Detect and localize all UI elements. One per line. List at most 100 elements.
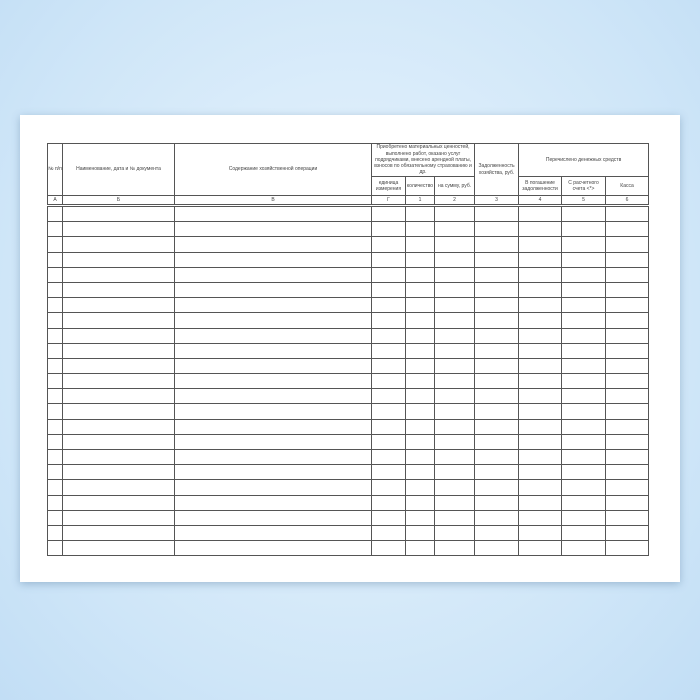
table-cell[interactable] (405, 312, 435, 329)
table-cell[interactable] (518, 266, 563, 283)
table-cell[interactable] (474, 251, 520, 268)
table-cell[interactable] (405, 266, 435, 283)
table-cell[interactable] (174, 509, 372, 526)
table-cell[interactable] (371, 281, 406, 299)
table-cell[interactable] (518, 236, 563, 253)
table-cell[interactable] (62, 204, 175, 223)
table-cell[interactable] (174, 204, 372, 223)
table-cell[interactable] (371, 251, 406, 268)
table-cell[interactable] (433, 509, 476, 526)
table-cell[interactable] (47, 524, 63, 542)
table-cell[interactable] (474, 524, 520, 542)
table-cell[interactable] (561, 373, 607, 390)
table-cell[interactable] (174, 281, 372, 299)
table-cell[interactable] (47, 448, 63, 466)
table-cell[interactable] (474, 312, 520, 329)
table-cell[interactable] (62, 266, 175, 283)
table-cell[interactable] (561, 509, 607, 526)
table-cell[interactable] (371, 494, 406, 511)
table-cell[interactable] (174, 464, 372, 481)
table-cell[interactable] (433, 433, 476, 451)
table-cell[interactable] (474, 204, 520, 223)
table-cell[interactable] (518, 403, 563, 420)
table-cell[interactable] (605, 494, 650, 511)
table-cell[interactable] (561, 327, 607, 344)
table-cell[interactable] (433, 524, 476, 542)
table-cell[interactable] (62, 464, 175, 481)
table-cell[interactable] (561, 342, 607, 359)
table-cell[interactable] (405, 509, 435, 526)
table-cell[interactable] (174, 403, 372, 420)
table-cell[interactable] (518, 281, 563, 299)
table-cell[interactable] (561, 524, 607, 542)
table-cell[interactable] (605, 418, 650, 435)
table-cell[interactable] (62, 251, 175, 268)
table-cell[interactable] (371, 357, 406, 375)
table-cell[interactable] (405, 297, 435, 314)
table-cell[interactable] (47, 221, 63, 238)
table-cell[interactable] (433, 357, 476, 375)
table-cell[interactable] (474, 448, 520, 466)
table-cell[interactable] (62, 373, 175, 390)
table-cell[interactable] (405, 236, 435, 253)
table-cell[interactable] (433, 297, 476, 314)
table-cell[interactable] (371, 524, 406, 542)
table-cell[interactable] (433, 312, 476, 329)
table-cell[interactable] (605, 342, 650, 359)
table-cell[interactable] (474, 357, 520, 375)
table-cell[interactable] (433, 204, 476, 223)
table-cell[interactable] (518, 221, 563, 238)
table-cell[interactable] (371, 403, 406, 420)
table-cell[interactable] (474, 540, 520, 557)
table-cell[interactable] (174, 297, 372, 314)
table-cell[interactable] (433, 418, 476, 435)
table-cell[interactable] (371, 448, 406, 466)
table-cell[interactable] (433, 251, 476, 268)
table-cell[interactable] (62, 524, 175, 542)
table-cell[interactable] (474, 373, 520, 390)
table-cell[interactable] (518, 342, 563, 359)
table-cell[interactable] (62, 433, 175, 451)
table-cell[interactable] (405, 357, 435, 375)
table-cell[interactable] (433, 327, 476, 344)
table-cell[interactable] (174, 342, 372, 359)
table-cell[interactable] (371, 464, 406, 481)
table-cell[interactable] (174, 524, 372, 542)
table-cell[interactable] (433, 448, 476, 466)
table-cell[interactable] (405, 479, 435, 496)
table-cell[interactable] (474, 403, 520, 420)
table-cell[interactable] (433, 266, 476, 283)
table-cell[interactable] (371, 204, 406, 223)
table-cell[interactable] (405, 524, 435, 542)
table-cell[interactable] (371, 221, 406, 238)
table-cell[interactable] (62, 403, 175, 420)
table-cell[interactable] (47, 204, 63, 223)
table-cell[interactable] (474, 266, 520, 283)
table-cell[interactable] (561, 494, 607, 511)
table-cell[interactable] (518, 327, 563, 344)
table-cell[interactable] (433, 494, 476, 511)
table-cell[interactable] (518, 204, 563, 223)
table-cell[interactable] (433, 388, 476, 405)
table-cell[interactable] (433, 281, 476, 299)
table-cell[interactable] (174, 540, 372, 557)
table-cell[interactable] (433, 479, 476, 496)
table-cell[interactable] (62, 221, 175, 238)
table-cell[interactable] (62, 479, 175, 496)
table-cell[interactable] (605, 281, 650, 299)
table-cell[interactable] (518, 509, 563, 526)
table-cell[interactable] (518, 433, 563, 451)
table-cell[interactable] (62, 312, 175, 329)
table-cell[interactable] (433, 373, 476, 390)
table-cell[interactable] (605, 509, 650, 526)
table-cell[interactable] (47, 388, 63, 405)
table-cell[interactable] (371, 236, 406, 253)
table-cell[interactable] (561, 418, 607, 435)
table-cell[interactable] (605, 312, 650, 329)
table-cell[interactable] (62, 236, 175, 253)
table-cell[interactable] (62, 540, 175, 557)
table-cell[interactable] (371, 509, 406, 526)
table-cell[interactable] (174, 221, 372, 238)
table-cell[interactable] (561, 540, 607, 557)
table-cell[interactable] (474, 509, 520, 526)
